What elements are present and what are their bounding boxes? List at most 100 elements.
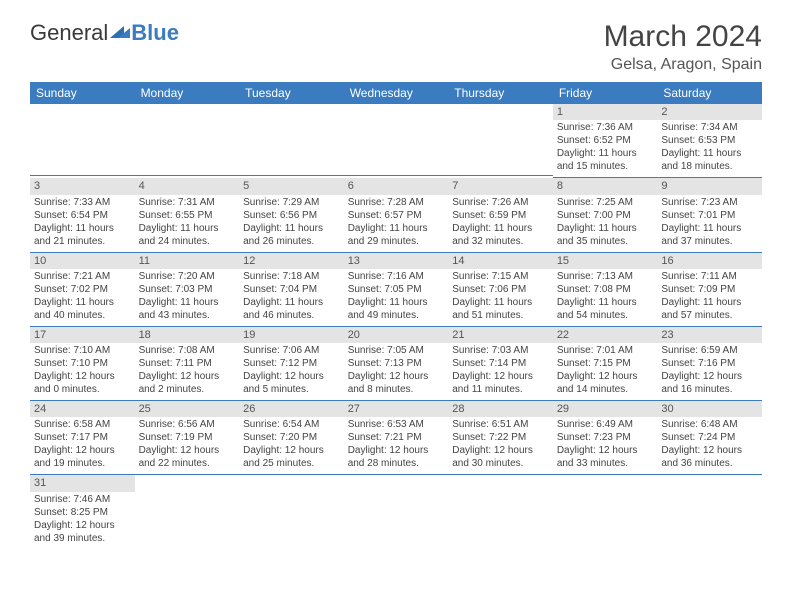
day-number: 21 — [448, 327, 553, 343]
day-number: 9 — [657, 178, 762, 194]
day-details: Sunrise: 7:21 AMSunset: 7:02 PMDaylight:… — [30, 269, 135, 324]
sunrise-text: Sunrise: 7:34 AM — [661, 121, 758, 134]
daylight-text: Daylight: 11 hours and 37 minutes. — [661, 222, 758, 248]
daylight-text: Daylight: 12 hours and 33 minutes. — [557, 444, 654, 470]
day-details: Sunrise: 6:49 AMSunset: 7:23 PMDaylight:… — [553, 417, 658, 472]
daylight-text: Daylight: 12 hours and 25 minutes. — [243, 444, 340, 470]
day-header: Tuesday — [239, 82, 344, 104]
sunset-text: Sunset: 6:59 PM — [452, 209, 549, 222]
calendar-table: Sunday Monday Tuesday Wednesday Thursday… — [30, 82, 762, 549]
sunrise-text: Sunrise: 7:13 AM — [557, 270, 654, 283]
sunset-text: Sunset: 7:04 PM — [243, 283, 340, 296]
day-details: Sunrise: 6:53 AMSunset: 7:21 PMDaylight:… — [344, 417, 449, 472]
daylight-text: Daylight: 12 hours and 11 minutes. — [452, 370, 549, 396]
calendar-cell — [344, 475, 449, 548]
sunrise-text: Sunrise: 7:15 AM — [452, 270, 549, 283]
sunrise-text: Sunrise: 7:16 AM — [348, 270, 445, 283]
sunrise-text: Sunrise: 7:21 AM — [34, 270, 131, 283]
calendar-row: 17Sunrise: 7:10 AMSunset: 7:10 PMDayligh… — [30, 327, 762, 401]
daylight-text: Daylight: 11 hours and 21 minutes. — [34, 222, 131, 248]
daylight-text: Daylight: 11 hours and 43 minutes. — [139, 296, 236, 322]
calendar-cell: 10Sunrise: 7:21 AMSunset: 7:02 PMDayligh… — [30, 253, 135, 327]
day-details: Sunrise: 7:13 AMSunset: 7:08 PMDaylight:… — [553, 269, 658, 324]
daylight-text: Daylight: 12 hours and 16 minutes. — [661, 370, 758, 396]
day-details: Sunrise: 6:54 AMSunset: 7:20 PMDaylight:… — [239, 417, 344, 472]
day-header: Sunday — [30, 82, 135, 104]
day-details: Sunrise: 7:26 AMSunset: 6:59 PMDaylight:… — [448, 195, 553, 250]
sunrise-text: Sunrise: 7:11 AM — [661, 270, 758, 283]
day-details: Sunrise: 7:36 AMSunset: 6:52 PMDaylight:… — [553, 120, 658, 175]
calendar-row: 1Sunrise: 7:36 AMSunset: 6:52 PMDaylight… — [30, 104, 762, 178]
daylight-text: Daylight: 11 hours and 51 minutes. — [452, 296, 549, 322]
flag-icon — [110, 20, 130, 46]
day-header: Thursday — [448, 82, 553, 104]
calendar-cell: 19Sunrise: 7:06 AMSunset: 7:12 PMDayligh… — [239, 327, 344, 401]
calendar-cell: 31Sunrise: 7:46 AMSunset: 8:25 PMDayligh… — [30, 475, 135, 548]
day-header: Friday — [553, 82, 658, 104]
daylight-text: Daylight: 11 hours and 18 minutes. — [661, 147, 758, 173]
calendar-cell — [239, 475, 344, 548]
calendar-cell — [135, 475, 240, 548]
sunrise-text: Sunrise: 7:26 AM — [452, 196, 549, 209]
day-header: Wednesday — [344, 82, 449, 104]
sunset-text: Sunset: 6:56 PM — [243, 209, 340, 222]
day-header: Saturday — [657, 82, 762, 104]
day-details: Sunrise: 7:11 AMSunset: 7:09 PMDaylight:… — [657, 269, 762, 324]
calendar-cell: 28Sunrise: 6:51 AMSunset: 7:22 PMDayligh… — [448, 401, 553, 475]
day-details: Sunrise: 7:18 AMSunset: 7:04 PMDaylight:… — [239, 269, 344, 324]
calendar-cell: 22Sunrise: 7:01 AMSunset: 7:15 PMDayligh… — [553, 327, 658, 401]
calendar-cell — [657, 475, 762, 548]
calendar-row: 10Sunrise: 7:21 AMSunset: 7:02 PMDayligh… — [30, 253, 762, 327]
day-details: Sunrise: 7:08 AMSunset: 7:11 PMDaylight:… — [135, 343, 240, 398]
sunrise-text: Sunrise: 7:25 AM — [557, 196, 654, 209]
sunset-text: Sunset: 7:24 PM — [661, 431, 758, 444]
day-details: Sunrise: 7:03 AMSunset: 7:14 PMDaylight:… — [448, 343, 553, 398]
daylight-text: Daylight: 11 hours and 54 minutes. — [557, 296, 654, 322]
calendar-cell: 20Sunrise: 7:05 AMSunset: 7:13 PMDayligh… — [344, 327, 449, 401]
sunset-text: Sunset: 6:54 PM — [34, 209, 131, 222]
day-details: Sunrise: 6:48 AMSunset: 7:24 PMDaylight:… — [657, 417, 762, 472]
calendar-cell: 14Sunrise: 7:15 AMSunset: 7:06 PMDayligh… — [448, 253, 553, 327]
day-number: 11 — [135, 253, 240, 269]
daylight-text: Daylight: 12 hours and 5 minutes. — [243, 370, 340, 396]
calendar-cell: 12Sunrise: 7:18 AMSunset: 7:04 PMDayligh… — [239, 253, 344, 327]
sunrise-text: Sunrise: 6:53 AM — [348, 418, 445, 431]
daylight-text: Daylight: 11 hours and 35 minutes. — [557, 222, 654, 248]
sunrise-text: Sunrise: 6:51 AM — [452, 418, 549, 431]
sunset-text: Sunset: 7:05 PM — [348, 283, 445, 296]
day-number: 12 — [239, 253, 344, 269]
calendar-cell: 18Sunrise: 7:08 AMSunset: 7:11 PMDayligh… — [135, 327, 240, 401]
day-details: Sunrise: 6:59 AMSunset: 7:16 PMDaylight:… — [657, 343, 762, 398]
day-number: 18 — [135, 327, 240, 343]
sunrise-text: Sunrise: 7:33 AM — [34, 196, 131, 209]
sunset-text: Sunset: 7:23 PM — [557, 431, 654, 444]
day-number: 8 — [553, 178, 658, 194]
logo-text-general: General — [30, 20, 108, 46]
day-number: 29 — [553, 401, 658, 417]
sunset-text: Sunset: 7:10 PM — [34, 357, 131, 370]
day-details: Sunrise: 7:10 AMSunset: 7:10 PMDaylight:… — [30, 343, 135, 398]
day-number: 4 — [135, 178, 240, 194]
sunrise-text: Sunrise: 7:36 AM — [557, 121, 654, 134]
day-details: Sunrise: 7:23 AMSunset: 7:01 PMDaylight:… — [657, 195, 762, 250]
sunrise-text: Sunrise: 7:06 AM — [243, 344, 340, 357]
daylight-text: Daylight: 12 hours and 0 minutes. — [34, 370, 131, 396]
sunrise-text: Sunrise: 7:18 AM — [243, 270, 340, 283]
day-details: Sunrise: 7:29 AMSunset: 6:56 PMDaylight:… — [239, 195, 344, 250]
calendar-row: 31Sunrise: 7:46 AMSunset: 8:25 PMDayligh… — [30, 475, 762, 548]
daylight-text: Daylight: 11 hours and 24 minutes. — [139, 222, 236, 248]
day-number: 20 — [344, 327, 449, 343]
day-number: 28 — [448, 401, 553, 417]
sunset-text: Sunset: 7:21 PM — [348, 431, 445, 444]
calendar-cell: 2Sunrise: 7:34 AMSunset: 6:53 PMDaylight… — [657, 104, 762, 178]
daylight-text: Daylight: 12 hours and 36 minutes. — [661, 444, 758, 470]
sunset-text: Sunset: 7:14 PM — [452, 357, 549, 370]
calendar-cell — [135, 104, 240, 178]
sunset-text: Sunset: 7:17 PM — [34, 431, 131, 444]
day-number: 31 — [30, 475, 135, 491]
sunrise-text: Sunrise: 7:29 AM — [243, 196, 340, 209]
day-details: Sunrise: 6:51 AMSunset: 7:22 PMDaylight:… — [448, 417, 553, 472]
calendar-cell: 16Sunrise: 7:11 AMSunset: 7:09 PMDayligh… — [657, 253, 762, 327]
calendar-row: 3Sunrise: 7:33 AMSunset: 6:54 PMDaylight… — [30, 178, 762, 252]
daylight-text: Daylight: 12 hours and 8 minutes. — [348, 370, 445, 396]
